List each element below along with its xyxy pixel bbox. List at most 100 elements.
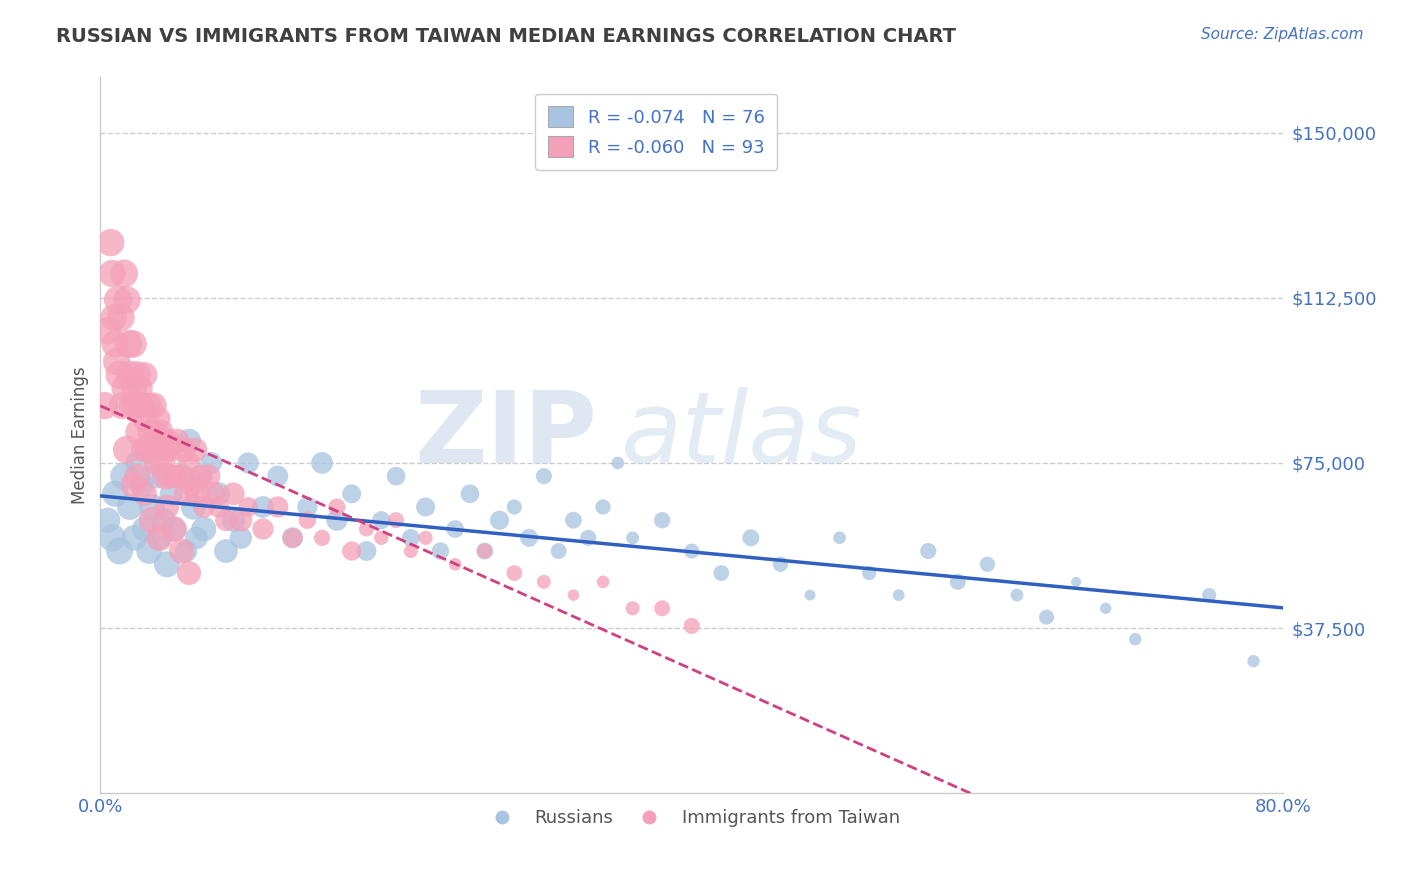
Point <box>356 522 378 536</box>
Point <box>152 456 174 470</box>
Point <box>215 513 238 527</box>
Point <box>138 399 160 413</box>
Point <box>149 425 172 439</box>
Point <box>222 487 245 501</box>
Point <box>326 513 349 527</box>
Point <box>172 442 194 457</box>
Point <box>174 544 197 558</box>
Point <box>488 513 510 527</box>
Point <box>267 469 290 483</box>
Point <box>651 601 673 615</box>
Point <box>207 500 229 514</box>
Point <box>184 442 207 457</box>
Point <box>281 531 304 545</box>
Point <box>252 500 274 514</box>
Point <box>170 469 193 483</box>
Point <box>917 544 939 558</box>
Point <box>576 531 599 545</box>
Point <box>97 324 120 338</box>
Point <box>681 619 703 633</box>
Point <box>145 469 167 483</box>
Point <box>160 487 183 501</box>
Point <box>474 544 496 558</box>
Point <box>356 544 378 558</box>
Legend: Russians, Immigrants from Taiwan: Russians, Immigrants from Taiwan <box>477 802 907 834</box>
Point <box>163 469 186 483</box>
Point <box>139 425 162 439</box>
Point <box>197 469 219 483</box>
Point <box>399 531 422 545</box>
Point <box>651 513 673 527</box>
Point <box>124 381 146 395</box>
Point <box>124 531 146 545</box>
Point <box>1064 574 1087 589</box>
Point <box>193 500 215 514</box>
Point <box>621 531 644 545</box>
Point <box>252 522 274 536</box>
Point <box>1123 632 1146 647</box>
Point <box>311 531 333 545</box>
Point <box>135 412 157 426</box>
Point <box>592 500 614 514</box>
Point <box>740 531 762 545</box>
Point <box>101 267 124 281</box>
Point <box>103 310 125 325</box>
Point <box>887 588 910 602</box>
Point <box>1198 588 1220 602</box>
Point <box>267 500 290 514</box>
Point <box>311 456 333 470</box>
Point <box>155 469 177 483</box>
Point <box>681 544 703 558</box>
Point <box>141 500 163 514</box>
Point <box>131 399 153 413</box>
Point <box>170 544 193 558</box>
Point <box>370 513 392 527</box>
Point <box>710 566 733 580</box>
Point <box>134 368 156 382</box>
Point <box>183 500 205 514</box>
Point <box>297 513 319 527</box>
Point <box>104 337 127 351</box>
Point <box>127 456 149 470</box>
Point <box>340 487 363 501</box>
Point <box>97 513 120 527</box>
Point <box>148 531 170 545</box>
Point <box>415 500 437 514</box>
Point <box>156 442 179 457</box>
Point <box>138 544 160 558</box>
Y-axis label: Median Earnings: Median Earnings <box>72 367 89 504</box>
Point <box>132 442 155 457</box>
Point <box>215 544 238 558</box>
Text: ZIP: ZIP <box>415 387 598 483</box>
Point <box>146 412 169 426</box>
Point <box>222 513 245 527</box>
Point <box>193 522 215 536</box>
Point <box>177 434 200 448</box>
Point <box>111 399 134 413</box>
Point <box>181 478 204 492</box>
Point <box>444 558 467 572</box>
Point <box>107 293 129 307</box>
Point <box>160 442 183 457</box>
Point <box>112 267 135 281</box>
Point <box>153 513 176 527</box>
Point <box>281 531 304 545</box>
Point <box>562 588 585 602</box>
Point <box>114 381 136 395</box>
Point <box>474 544 496 558</box>
Point <box>110 310 132 325</box>
Point <box>429 544 451 558</box>
Point <box>159 469 181 483</box>
Point <box>517 531 540 545</box>
Text: Source: ZipAtlas.com: Source: ZipAtlas.com <box>1201 27 1364 42</box>
Point <box>1005 588 1028 602</box>
Point <box>799 588 821 602</box>
Point <box>115 442 138 457</box>
Point <box>128 425 150 439</box>
Point <box>136 442 159 457</box>
Point <box>415 531 437 545</box>
Point <box>503 500 526 514</box>
Point <box>118 368 141 382</box>
Point <box>108 368 131 382</box>
Point <box>229 531 252 545</box>
